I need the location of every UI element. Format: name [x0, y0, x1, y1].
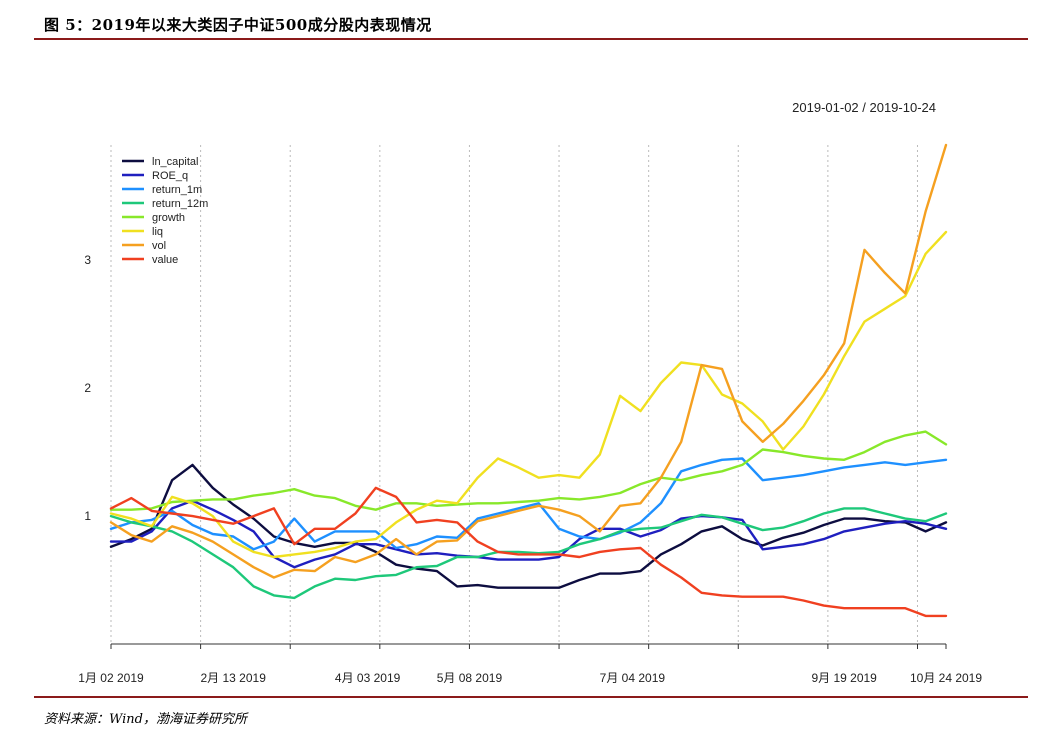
axes: 1月 02 2019 2月 13 2019 4月 03 2019 5月 08 2019… — [78, 253, 982, 685]
legend-label-return-1m: return_1m — [152, 184, 202, 196]
legend-label-ln-capital: ln_capital — [152, 156, 198, 168]
series-lines — [109, 143, 948, 618]
x-tick-label-6: 10月 24 2019 — [910, 671, 982, 685]
series-line-ROE-q — [109, 499, 948, 569]
legend: ln_capital ROE_q return_1m return_12mgrowth… — [122, 156, 208, 266]
series-line-liq — [109, 230, 948, 559]
legend-label-growth: growth — [152, 212, 185, 224]
figure-title: 图 5：2019年以来大类因子中证500成分股内表现情况 — [44, 16, 432, 34]
y-tick-label-1: 2 — [84, 381, 91, 395]
legend-label-vol: vol — [152, 240, 166, 252]
x-tick-label-1: 2月 13 2019 — [200, 671, 266, 685]
series-line-vol — [109, 143, 948, 579]
title-divider — [34, 38, 1028, 40]
date-range-label: 2019-01-02 / 2019-10-24 — [792, 100, 936, 115]
legend-label-ROE-q: ROE_q — [152, 170, 188, 182]
x-tick-label-3: 5月 08 2019 — [437, 671, 503, 685]
series-line-return-1m — [109, 457, 948, 551]
series-line-value — [109, 486, 948, 618]
x-tick-label-4: 7月 04 2019 — [600, 671, 666, 685]
x-tick-label-0: 1月 02 2019 — [78, 671, 144, 685]
source-note: 资料来源：Wind，渤海证券研究所 — [44, 712, 247, 727]
grid-lines — [110, 145, 918, 644]
series-line-return-12m — [109, 507, 948, 600]
y-tick-label-0: 1 — [84, 509, 91, 523]
y-tick-label-2: 3 — [84, 253, 91, 267]
legend-label-value: value — [152, 254, 178, 266]
x-tick-label-2: 4月 03 2019 — [335, 671, 401, 685]
series-line-growth — [109, 430, 948, 511]
legend-label-liq: liq — [152, 226, 163, 238]
x-tick-label-5: 9月 19 2019 — [811, 671, 877, 685]
legend-label-return-12m: return_12m — [152, 198, 208, 210]
footer-divider — [34, 696, 1028, 698]
